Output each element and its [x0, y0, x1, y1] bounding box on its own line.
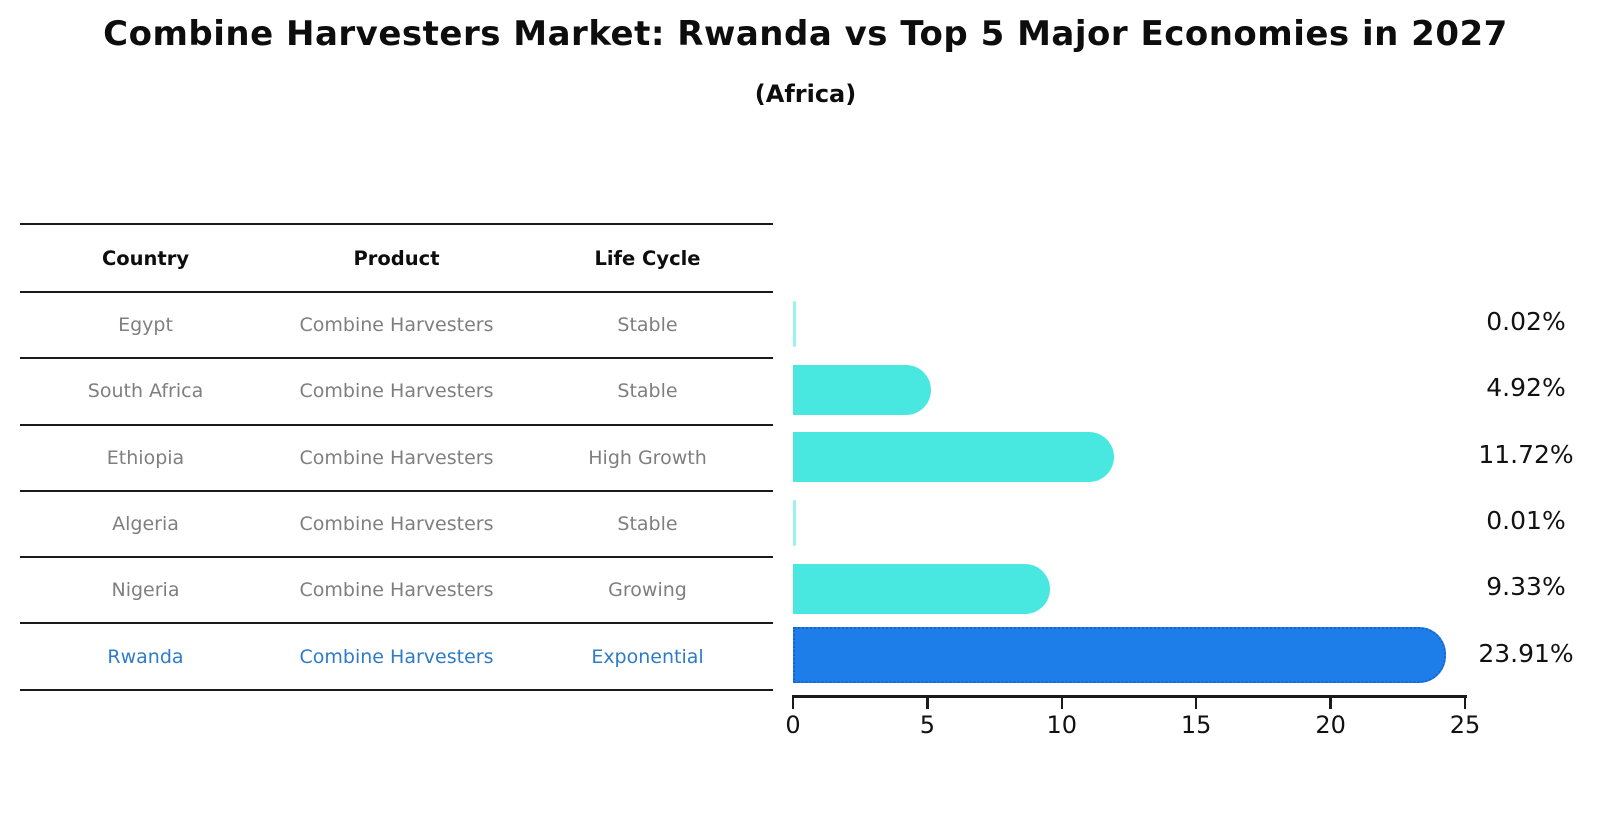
bar-nigeria — [793, 564, 1050, 615]
cell-country: South Africa — [87, 380, 204, 403]
x-tick-5 — [926, 697, 929, 709]
cell-product: Combine Harvesters — [299, 513, 494, 536]
cell-product: Combine Harvesters — [299, 645, 494, 668]
table-row-rwanda: Rwanda Combine Harvesters Exponential — [20, 624, 773, 691]
x-tick-10 — [1060, 697, 1064, 709]
table-row-ethiopia: Ethiopia Combine Harvesters High Growth — [20, 426, 773, 492]
x-tick-label-20: 20 — [1315, 711, 1346, 739]
cell-product: Combine Harvesters — [299, 579, 494, 602]
table-body: Egypt Combine Harvesters Stable South Afric… — [20, 293, 773, 691]
x-tick-label-25: 25 — [1449, 711, 1481, 739]
x-axis-line — [792, 695, 1467, 698]
x-tick-15 — [1194, 697, 1198, 709]
bar-algeria — [793, 500, 796, 547]
x-tick-label-15: 15 — [1180, 711, 1212, 739]
cell-life-cycle: Stable — [617, 380, 678, 403]
cell-country: Nigeria — [111, 579, 180, 602]
cell-life-cycle: High Growth — [588, 446, 707, 469]
value-label-nigeria: 9.33% — [1486, 572, 1566, 602]
cell-product: Combine Harvesters — [299, 314, 494, 337]
cell-product: Combine Harvesters — [299, 446, 494, 469]
x-tick-25 — [1463, 697, 1467, 709]
table-row-nigeria: Nigeria Combine Harvesters Growing — [20, 558, 773, 625]
table-header-row: Country Product Life Cycle — [20, 225, 773, 293]
x-tick-0 — [791, 697, 795, 709]
value-label-rwanda: 23.91% — [1478, 638, 1574, 668]
x-tick-label-10: 10 — [1046, 711, 1078, 739]
bar-egypt — [793, 301, 796, 348]
comparison-table: Country Product Life Cycle Egypt Combine … — [20, 223, 773, 691]
cell-life-cycle: Stable — [617, 314, 678, 337]
table-row-south-africa: South Africa Combine Harvesters Stable — [20, 359, 773, 426]
bar-ethiopia — [793, 431, 1115, 482]
cell-country: Algeria — [112, 513, 179, 536]
cell-product: Combine Harvesters — [299, 380, 494, 403]
x-tick-label-0: 0 — [785, 711, 801, 739]
bar-south-africa — [793, 365, 932, 416]
cell-country: Rwanda — [107, 645, 184, 668]
cell-life-cycle: Growing — [608, 579, 687, 602]
table-row-algeria: Algeria Combine Harvesters Stable — [20, 492, 773, 559]
cell-life-cycle: Stable — [617, 513, 678, 536]
value-label-algeria: 0.01% — [1486, 506, 1566, 536]
value-label-egypt: 0.02% — [1486, 307, 1566, 337]
chart-title: Combine Harvesters Market: Rwanda vs Top… — [103, 14, 1508, 54]
column-header-product: Product — [353, 246, 440, 270]
x-tick-20 — [1329, 697, 1332, 709]
cell-country: Ethiopia — [106, 446, 185, 469]
value-label-south-africa: 4.92% — [1486, 373, 1566, 403]
column-header-life-cycle: Life Cycle — [594, 246, 701, 270]
table-row-egypt: Egypt Combine Harvesters Stable — [20, 293, 773, 360]
bar-rwanda — [793, 627, 1446, 684]
column-header-country: Country — [101, 246, 190, 270]
chart-subtitle: (Africa) — [754, 80, 857, 108]
value-label-ethiopia: 11.72% — [1478, 439, 1574, 469]
x-tick-label-5: 5 — [919, 711, 936, 739]
cell-life-cycle: Exponential — [591, 645, 704, 668]
cell-country: Egypt — [118, 314, 173, 337]
